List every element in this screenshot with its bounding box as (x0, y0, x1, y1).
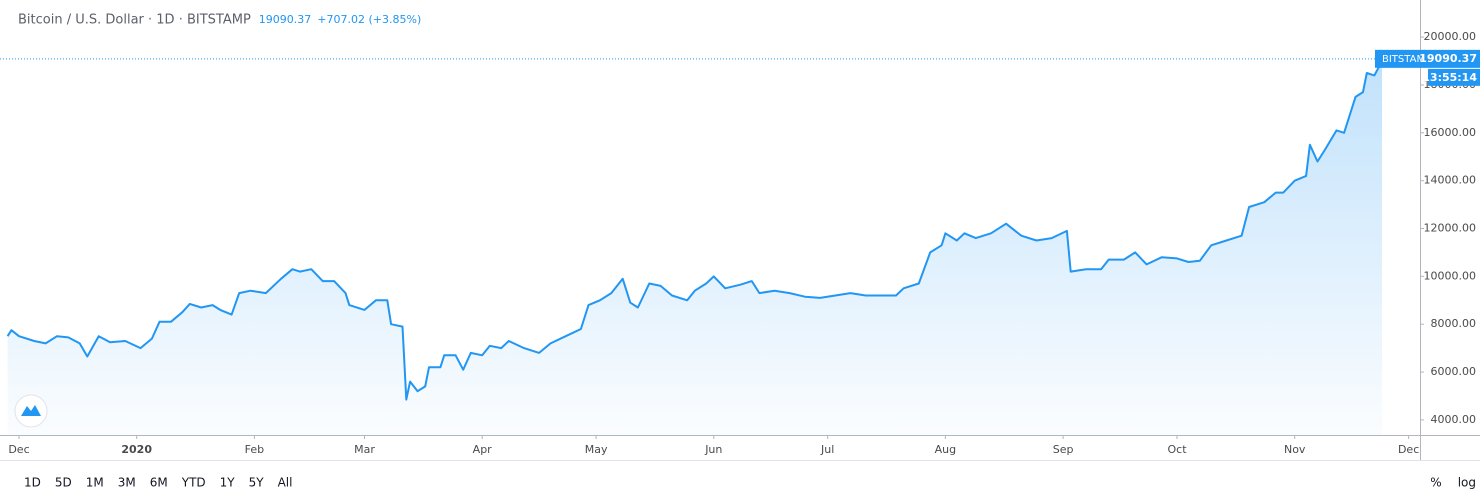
toolbar: 1D 5D 1M 3M 6M YTD 1Y 5Y All log% (24, 476, 1476, 490)
x-tick-label: Dec (8, 443, 29, 456)
price-axis-label: 19090.37 (1419, 52, 1477, 65)
range-button[interactable]: 5Y (249, 476, 265, 490)
logo[interactable] (14, 394, 48, 428)
y-tick-label: 20000.00 (1424, 30, 1477, 43)
exchange-badge (1375, 49, 1425, 68)
price-line (6, 58, 1383, 401)
x-tick-label: Jun (704, 443, 722, 456)
price-change: +707.02 (+3.85%) (317, 13, 421, 26)
scale-option[interactable]: % (1430, 476, 1441, 490)
range-button[interactable]: 5D (55, 476, 72, 490)
range-button[interactable]: 6M (150, 476, 168, 490)
countdown-badge (1428, 68, 1480, 86)
x-tick-label: Aug (935, 443, 956, 456)
area (7, 58, 1383, 436)
symbol: Bitcoin / U.S. Dollar · 1D · BITSTAMP (18, 13, 251, 28)
range-button[interactable]: 3M (118, 476, 136, 490)
range-button[interactable]: 1M (86, 476, 104, 490)
x-tick-label: 2020 (121, 443, 152, 456)
price-badge (1424, 49, 1480, 68)
last-price: 19090.37 (259, 13, 312, 26)
range-button[interactable]: 1D (24, 476, 41, 490)
y-tick-label: 4000.00 (1431, 413, 1477, 426)
x-tick-label: Mar (354, 443, 375, 456)
x-tick-label: Oct (1167, 443, 1187, 456)
x-tick-label: Nov (1284, 443, 1306, 456)
x-tick-label: Dec (1398, 443, 1419, 456)
exchange-label: BITSTAMP (1382, 54, 1431, 65)
legend: Bitcoin / U.S. Dollar · 1D · BITSTAMP 19… (18, 13, 421, 28)
y-tick-label: 10000.00 (1424, 269, 1477, 282)
x-tick-label: Jul (820, 443, 834, 456)
y-tick-label: 8000.00 (1431, 317, 1477, 330)
y-tick-label: 14000.00 (1424, 174, 1477, 187)
x-tick-label: May (585, 443, 608, 456)
logo-icon[interactable] (21, 405, 41, 416)
range-button[interactable]: YTD (181, 476, 206, 490)
x-tick-label: Sep (1053, 443, 1074, 456)
y-tick-label: 6000.00 (1431, 365, 1477, 378)
x-tick-label: Apr (473, 443, 493, 456)
y-tick-label: 12000.00 (1424, 222, 1477, 235)
scale-option[interactable]: log (1458, 476, 1476, 490)
plot-area (0, 58, 1420, 436)
range-button[interactable]: 1Y (220, 476, 236, 490)
range-button[interactable]: All (278, 476, 293, 490)
countdown: 13:55:14 (1422, 71, 1477, 84)
x-tick-label: Feb (245, 443, 264, 456)
y-tick-label: 16000.00 (1424, 126, 1477, 139)
